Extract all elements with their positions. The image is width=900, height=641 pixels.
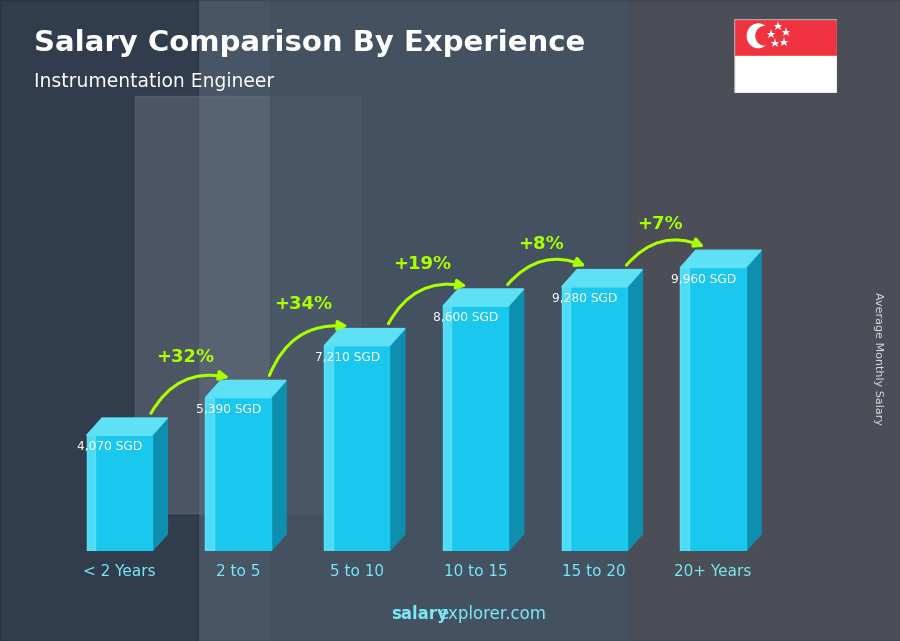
FancyArrowPatch shape <box>626 239 701 265</box>
Polygon shape <box>324 346 390 551</box>
Circle shape <box>756 26 773 45</box>
Polygon shape <box>680 250 761 267</box>
Text: 4,070 SGD: 4,070 SGD <box>77 440 142 453</box>
Text: explorer.com: explorer.com <box>438 605 546 623</box>
Polygon shape <box>86 435 152 551</box>
Text: Salary Comparison By Experience: Salary Comparison By Experience <box>34 29 586 57</box>
Polygon shape <box>390 329 405 551</box>
Polygon shape <box>205 380 286 397</box>
Text: salary: salary <box>392 605 448 623</box>
FancyArrowPatch shape <box>151 372 226 413</box>
Bar <box>734 19 837 56</box>
Polygon shape <box>152 418 167 551</box>
Polygon shape <box>562 287 570 551</box>
Text: 9,280 SGD: 9,280 SGD <box>552 292 617 305</box>
Text: +8%: +8% <box>518 235 564 253</box>
Text: +19%: +19% <box>393 255 452 273</box>
Bar <box>630 0 900 641</box>
FancyArrowPatch shape <box>269 321 345 376</box>
Polygon shape <box>86 435 95 551</box>
Text: 5,390 SGD: 5,390 SGD <box>196 403 261 416</box>
Polygon shape <box>562 287 627 551</box>
Polygon shape <box>324 346 333 551</box>
Bar <box>734 56 837 93</box>
Polygon shape <box>443 289 524 306</box>
Polygon shape <box>205 397 214 551</box>
Polygon shape <box>508 289 524 551</box>
Bar <box>270 0 630 641</box>
Text: 7,210 SGD: 7,210 SGD <box>315 351 380 364</box>
Polygon shape <box>271 380 286 551</box>
Bar <box>135 96 360 513</box>
Text: +7%: +7% <box>637 215 683 233</box>
Text: +34%: +34% <box>274 296 333 313</box>
Text: 8,600 SGD: 8,600 SGD <box>434 312 499 324</box>
Polygon shape <box>680 267 688 551</box>
FancyArrowPatch shape <box>389 280 464 324</box>
Circle shape <box>747 24 770 47</box>
Polygon shape <box>562 270 643 287</box>
Polygon shape <box>443 306 508 551</box>
FancyArrowPatch shape <box>508 258 582 285</box>
Bar <box>0 0 198 641</box>
Text: Average Monthly Salary: Average Monthly Salary <box>873 292 884 426</box>
Text: Instrumentation Engineer: Instrumentation Engineer <box>34 72 274 91</box>
Polygon shape <box>680 267 746 551</box>
Polygon shape <box>746 250 761 551</box>
Text: 9,960 SGD: 9,960 SGD <box>670 272 736 286</box>
Polygon shape <box>627 270 643 551</box>
Polygon shape <box>86 418 167 435</box>
Polygon shape <box>205 397 271 551</box>
Polygon shape <box>443 306 452 551</box>
Text: +32%: +32% <box>156 348 214 366</box>
Polygon shape <box>324 329 405 346</box>
